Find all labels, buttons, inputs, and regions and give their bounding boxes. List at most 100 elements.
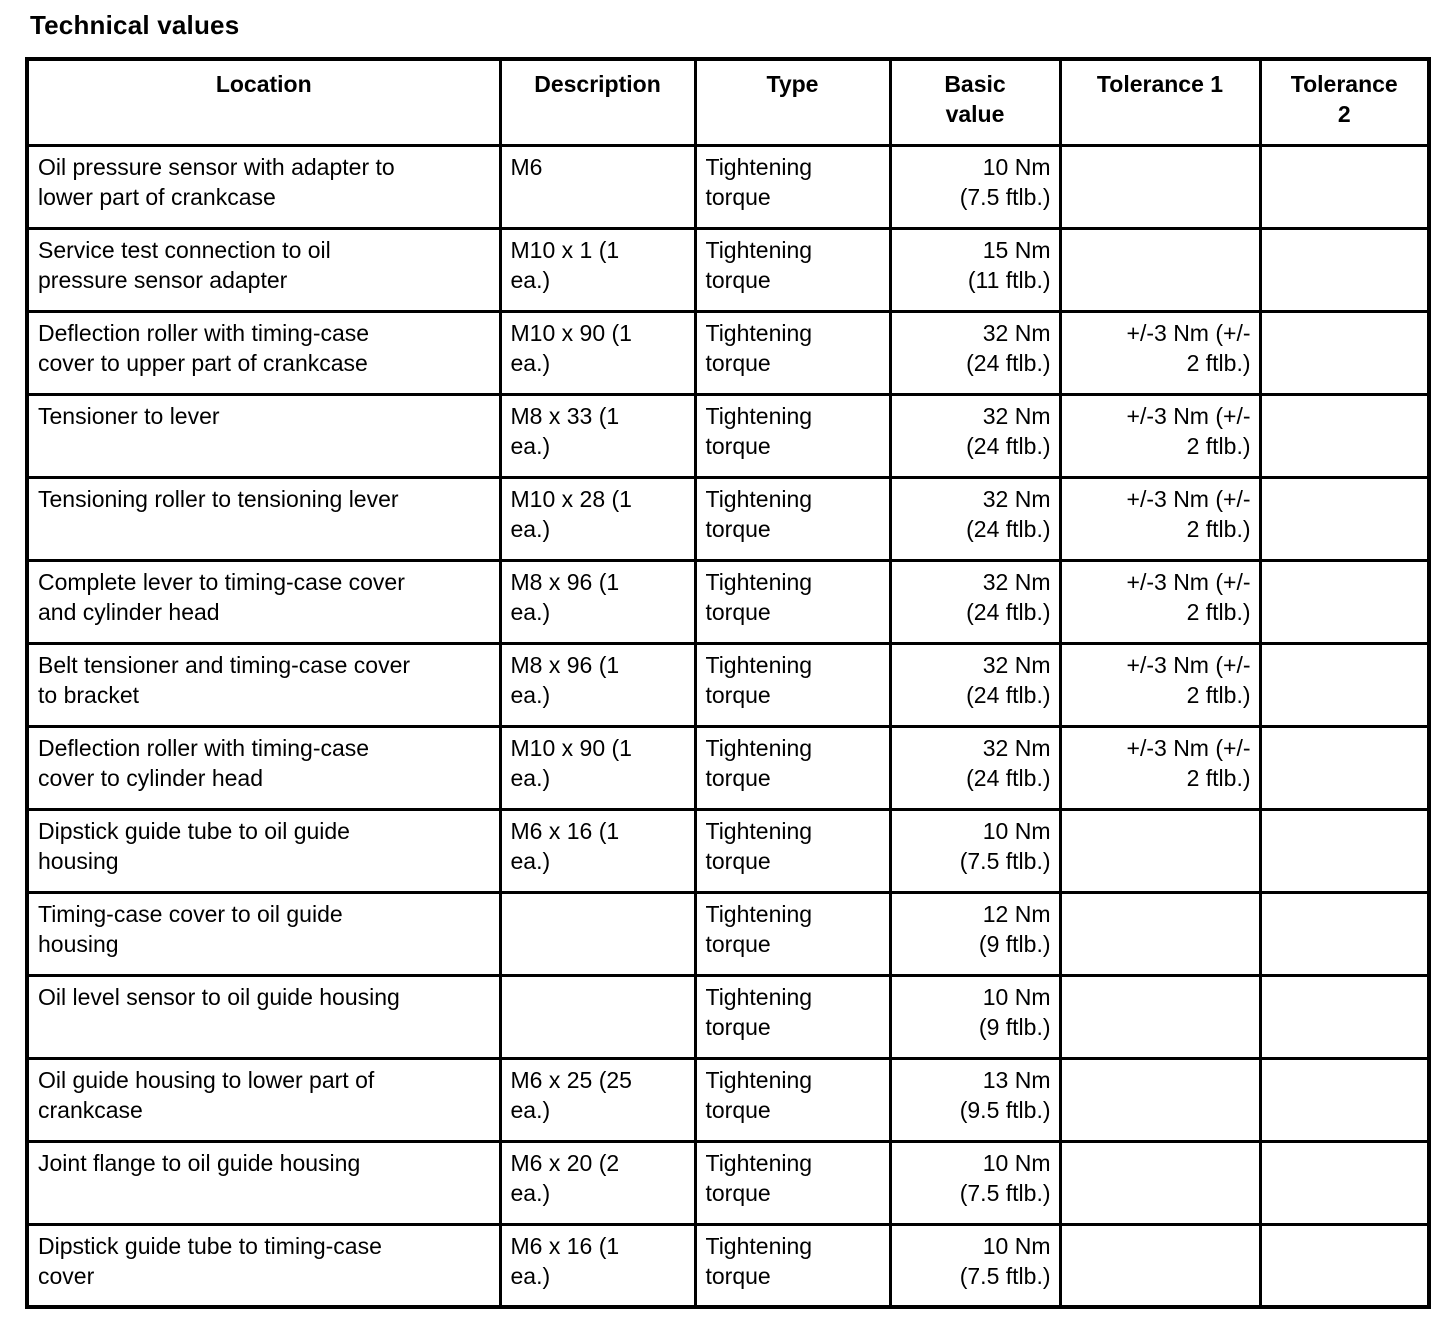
cell-type: Tightening torque <box>693 890 892 977</box>
cell-basic-value: 13 Nm (9.5 ftlb.) <box>888 1056 1062 1143</box>
cell-location: Belt tensioner and timing-case cover to … <box>25 641 502 728</box>
header-row: Location Description Type Basic value To… <box>25 57 1431 147</box>
cell-basic-value: 32 Nm (24 ftlb.) <box>888 641 1062 728</box>
cell-description: M10 x 1 (1 ea.) <box>498 226 697 313</box>
cell-tolerance-2 <box>1258 890 1431 977</box>
cell-basic-value: 12 Nm (9 ftlb.) <box>888 890 1062 977</box>
cell-description: M10 x 90 (1 ea.) <box>498 309 697 396</box>
cell-tolerance-1: +/-3 Nm (+/- 2 ftlb.) <box>1058 309 1262 396</box>
cell-tolerance-2 <box>1258 724 1431 811</box>
cell-location: Complete lever to timing-case cover and … <box>25 558 502 645</box>
cell-basic-value: 32 Nm (24 ftlb.) <box>888 392 1062 479</box>
cell-description: M10 x 28 (1 ea.) <box>498 475 697 562</box>
cell-basic-value: 10 Nm (7.5 ftlb.) <box>888 1222 1062 1309</box>
cell-location: Dipstick guide tube to oil guide housing <box>25 807 502 894</box>
cell-basic-value: 32 Nm (24 ftlb.) <box>888 724 1062 811</box>
table-row: Complete lever to timing-case cover and … <box>25 558 1431 645</box>
cell-basic-value: 10 Nm (7.5 ftlb.) <box>888 1139 1062 1226</box>
table-row: Dipstick guide tube to oil guide housing… <box>25 807 1431 894</box>
cell-location: Timing-case cover to oil guide housing <box>25 890 502 977</box>
cell-location: Oil level sensor to oil guide housing <box>25 973 502 1060</box>
cell-tolerance-1 <box>1058 226 1262 313</box>
column-header-tolerance-2: Tolerance 2 <box>1258 57 1431 147</box>
cell-location: Service test connection to oil pressure … <box>25 226 502 313</box>
cell-tolerance-1 <box>1058 973 1262 1060</box>
cell-basic-value: 32 Nm (24 ftlb.) <box>888 309 1062 396</box>
cell-type: Tightening torque <box>693 641 892 728</box>
cell-tolerance-2 <box>1258 475 1431 562</box>
cell-location: Oil guide housing to lower part of crank… <box>25 1056 502 1143</box>
cell-basic-value: 10 Nm (9 ftlb.) <box>888 973 1062 1060</box>
cell-basic-value: 15 Nm (11 ftlb.) <box>888 226 1062 313</box>
table-row: Joint flange to oil guide housing M6 x 2… <box>25 1139 1431 1226</box>
cell-description: M6 x 16 (1 ea.) <box>498 807 697 894</box>
cell-description <box>498 973 697 1060</box>
cell-tolerance-2 <box>1258 641 1431 728</box>
cell-tolerance-2 <box>1258 309 1431 396</box>
cell-type: Tightening torque <box>693 475 892 562</box>
cell-location: Deflection roller with timing-case cover… <box>25 309 502 396</box>
table-row: Deflection roller with timing-case cover… <box>25 724 1431 811</box>
cell-description: M6 x 16 (1 ea.) <box>498 1222 697 1309</box>
cell-tolerance-2 <box>1258 1139 1431 1226</box>
cell-tolerance-1: +/-3 Nm (+/- 2 ftlb.) <box>1058 724 1262 811</box>
cell-type: Tightening torque <box>693 1139 892 1226</box>
cell-description: M8 x 33 (1 ea.) <box>498 392 697 479</box>
column-header-tolerance-1: Tolerance 1 <box>1058 57 1262 147</box>
cell-tolerance-1: +/-3 Nm (+/- 2 ftlb.) <box>1058 641 1262 728</box>
cell-location: Dipstick guide tube to timing-case cover <box>25 1222 502 1309</box>
cell-tolerance-1 <box>1058 143 1262 230</box>
cell-tolerance-1: +/-3 Nm (+/- 2 ftlb.) <box>1058 392 1262 479</box>
cell-tolerance-1: +/-3 Nm (+/- 2 ftlb.) <box>1058 558 1262 645</box>
column-header-type: Type <box>693 57 892 147</box>
table-row: Oil level sensor to oil guide housing Ti… <box>25 973 1431 1060</box>
table-row: Oil pressure sensor with adapter to lowe… <box>25 143 1431 230</box>
table-row: Deflection roller with timing-case cover… <box>25 309 1431 396</box>
cell-description <box>498 890 697 977</box>
cell-type: Tightening torque <box>693 973 892 1060</box>
cell-tolerance-2 <box>1258 1222 1431 1309</box>
cell-basic-value: 10 Nm (7.5 ftlb.) <box>888 143 1062 230</box>
cell-tolerance-1 <box>1058 890 1262 977</box>
cell-type: Tightening torque <box>693 1056 892 1143</box>
cell-basic-value: 32 Nm (24 ftlb.) <box>888 558 1062 645</box>
cell-type: Tightening torque <box>693 558 892 645</box>
table-row: Tensioner to lever M8 x 33 (1 ea.) Tight… <box>25 392 1431 479</box>
cell-tolerance-2 <box>1258 143 1431 230</box>
cell-tolerance-1 <box>1058 1222 1262 1309</box>
cell-type: Tightening torque <box>693 807 892 894</box>
cell-location: Joint flange to oil guide housing <box>25 1139 502 1226</box>
cell-location: Tensioning roller to tensioning lever <box>25 475 502 562</box>
page-title: Technical values <box>30 10 240 40</box>
cell-type: Tightening torque <box>693 143 892 230</box>
table-row: Tensioning roller to tensioning lever M1… <box>25 475 1431 562</box>
table-row: Belt tensioner and timing-case cover to … <box>25 641 1431 728</box>
cell-description: M8 x 96 (1 ea.) <box>498 558 697 645</box>
cell-tolerance-1 <box>1058 1056 1262 1143</box>
cell-location: Deflection roller with timing-case cover… <box>25 724 502 811</box>
table-body: Oil pressure sensor with adapter to lowe… <box>25 143 1431 1309</box>
cell-location: Oil pressure sensor with adapter to lowe… <box>25 143 502 230</box>
column-header-basic-value: Basic value <box>888 57 1062 147</box>
cell-description: M8 x 96 (1 ea.) <box>498 641 697 728</box>
cell-type: Tightening torque <box>693 226 892 313</box>
cell-description: M6 <box>498 143 697 230</box>
table-row: Dipstick guide tube to timing-case cover… <box>25 1222 1431 1309</box>
column-header-location: Location <box>25 57 502 147</box>
cell-type: Tightening torque <box>693 1222 892 1309</box>
table-row: Service test connection to oil pressure … <box>25 226 1431 313</box>
cell-description: M6 x 25 (25 ea.) <box>498 1056 697 1143</box>
cell-tolerance-2 <box>1258 392 1431 479</box>
cell-basic-value: 32 Nm (24 ftlb.) <box>888 475 1062 562</box>
cell-basic-value: 10 Nm (7.5 ftlb.) <box>888 807 1062 894</box>
technical-values-table: Location Description Type Basic value To… <box>25 57 1431 1309</box>
table-row: Timing-case cover to oil guide housing T… <box>25 890 1431 977</box>
cell-type: Tightening torque <box>693 309 892 396</box>
cell-description: M10 x 90 (1 ea.) <box>498 724 697 811</box>
cell-description: M6 x 20 (2 ea.) <box>498 1139 697 1226</box>
cell-tolerance-2 <box>1258 1056 1431 1143</box>
column-header-description: Description <box>498 57 697 147</box>
cell-tolerance-2 <box>1258 226 1431 313</box>
cell-tolerance-2 <box>1258 807 1431 894</box>
